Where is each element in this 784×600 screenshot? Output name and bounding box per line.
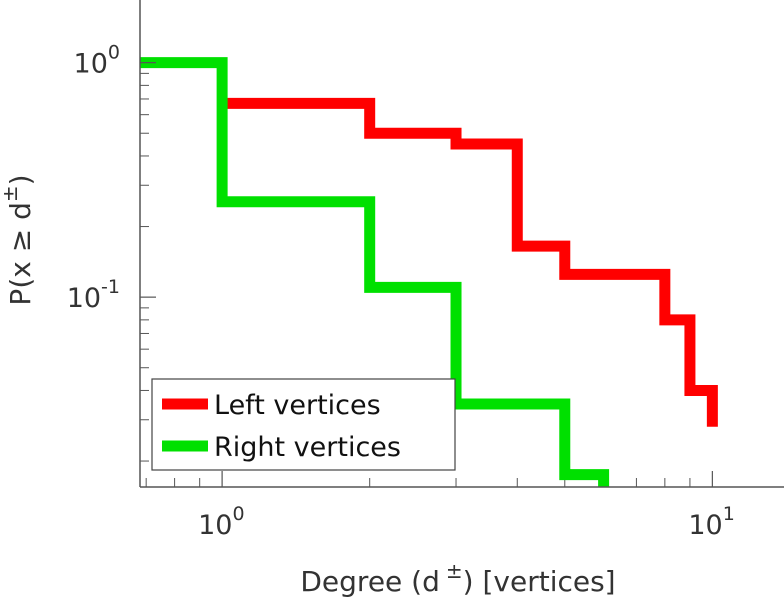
series-lines <box>140 57 718 487</box>
y-axis-label: P(x ≥ d±) <box>0 174 37 305</box>
legend: Left vertices Right vertices <box>151 378 456 471</box>
tick-labels: 100 101 100 10-1 <box>67 42 735 541</box>
legend-label-1: Right vertices <box>214 432 401 463</box>
series-line-left-vertices <box>222 97 718 427</box>
y-tick-label: 100 <box>74 42 120 80</box>
major-ticks <box>140 62 713 487</box>
axes <box>139 0 784 488</box>
legend-box <box>151 378 456 471</box>
legend-label-0: Left vertices <box>214 390 381 421</box>
x-axis-label: Degree (d ±) [vertices] <box>300 559 615 598</box>
series-line-right-vertices <box>140 57 610 487</box>
minor-ticks <box>140 72 691 487</box>
x-tick-label: 100 <box>198 503 244 541</box>
y-tick-label: 10-1 <box>67 276 120 314</box>
x-tick-label: 101 <box>688 503 734 541</box>
